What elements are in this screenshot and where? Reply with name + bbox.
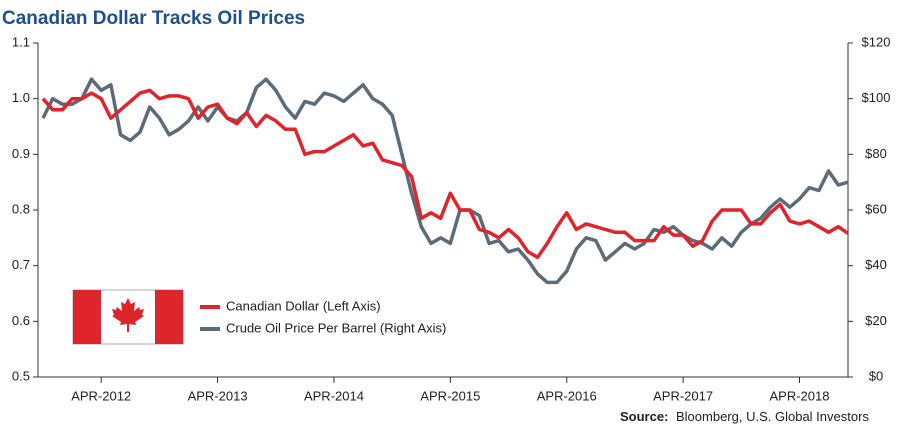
x-tick-label: APR-2018 [770,388,830,403]
y-tick-label: 1.0 [12,90,30,105]
y2-tick-label: $80 [865,146,887,161]
y-tick-label: 0.9 [12,146,30,161]
x-tick-label: APR-2017 [653,388,713,403]
y2-tick-label: $40 [865,257,887,272]
y2-tick-label: $60 [865,201,887,216]
series-line [41,88,849,260]
x-tick-label: APR-2015 [420,388,480,403]
legend-label: Canadian Dollar (Left Axis) [226,298,381,313]
x-tick-label: APR-2014 [304,388,364,403]
y2-tick-label: $100 [862,90,891,105]
x-tick-label: APR-2013 [188,388,248,403]
x-tick-label: APR-2016 [537,388,597,403]
y2-tick-label: $20 [865,313,887,328]
series-line [41,77,849,285]
y2-tick-label: $0 [869,368,883,383]
y-tick-label: 0.5 [12,368,30,383]
source: Bloomberg, U.S. Global Investors [676,409,869,424]
chart-title: Canadian Dollar Tracks Oil Prices [2,8,305,29]
x-tick-label: APR-2012 [71,388,131,403]
y-tick-label: 0.6 [12,313,30,328]
y2-tick-label: $120 [862,34,891,49]
canada-flag [72,289,184,345]
legend-label: Crude Oil Price Per Barrel (Right Axis) [226,320,446,335]
y-tick-label: 0.7 [12,257,30,272]
y-tick-label: 0.8 [12,201,30,216]
source-label: Source: [620,409,668,424]
y-tick-label: 1.1 [12,34,30,49]
